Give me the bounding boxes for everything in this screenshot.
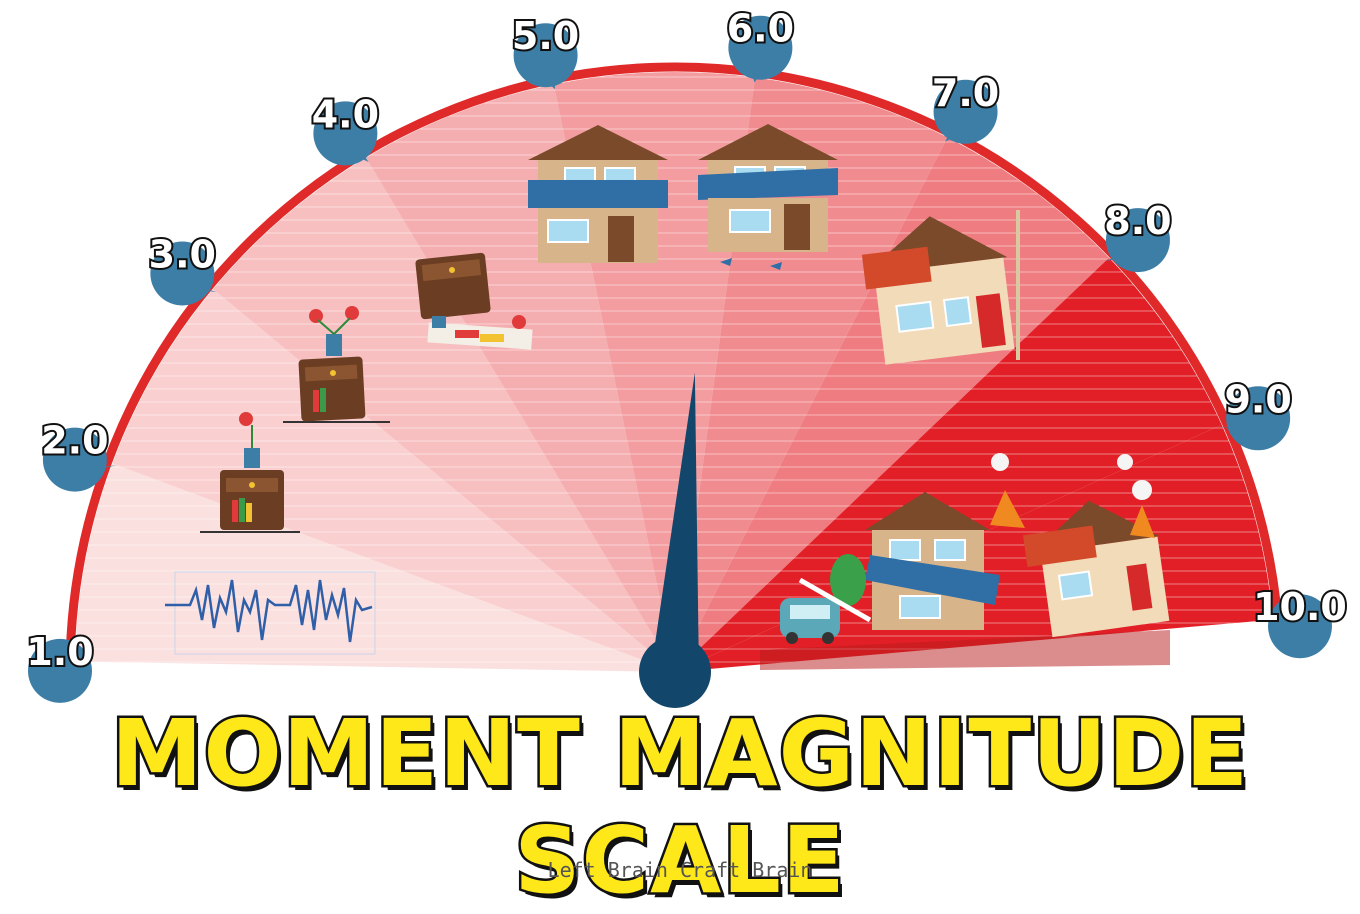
magnitude-label: 6.0 — [725, 5, 796, 83]
magnitude-label: 5.0 — [510, 12, 581, 90]
fallen-nightstand-icon — [415, 252, 533, 350]
magnitude-label: 3.0 — [147, 230, 218, 306]
magnitude-label: 1.0 — [24, 628, 96, 703]
magnitude-label: 8.0 — [1102, 197, 1174, 273]
credit-text: Left Brain Craft Brain — [547, 858, 813, 882]
nightstand-icon — [200, 412, 300, 533]
seismograph-icon — [165, 571, 376, 655]
magnitude-label: 4.0 — [310, 90, 381, 166]
magnitude-label: 9.0 — [1217, 375, 1294, 451]
house-icon — [528, 125, 668, 263]
needle-hub — [639, 636, 711, 708]
label-bubble — [1268, 594, 1332, 659]
magnitude-label-text: 7.0 — [932, 71, 999, 115]
label-bubble — [1226, 386, 1291, 451]
magnitude-label: 7.0 — [930, 69, 1001, 144]
label-bubble — [728, 15, 793, 80]
magnitude-label: 2.0 — [39, 417, 118, 492]
magnitude-label-text: 6.0 — [727, 7, 794, 51]
label-bubble — [150, 241, 215, 306]
gauge-outer-arc — [65, 62, 1283, 666]
magnitude-label: 10.0 — [1251, 583, 1349, 659]
leaning-house-icon — [861, 210, 1020, 365]
shaking-nightstand-icon — [283, 306, 390, 423]
label-bubble — [28, 638, 92, 703]
collapsing-houses-icon — [760, 453, 1170, 670]
damaged-house-icon — [698, 124, 838, 270]
gauge-needle — [651, 372, 699, 674]
label-bubble — [933, 79, 998, 144]
magnitude-label-text: 3.0 — [149, 232, 216, 276]
label-bubble — [42, 427, 107, 492]
label-bubble — [513, 23, 578, 88]
page-title: MOMENT MAGNITUDE SCALE — [108, 698, 1250, 914]
magnitude-label-text: 5.0 — [512, 14, 579, 58]
magnitude-label-text: 9.0 — [1224, 377, 1291, 421]
label-bubble — [1105, 208, 1170, 273]
magnitude-label-text: 1.0 — [26, 630, 93, 674]
label-bubble — [313, 101, 378, 166]
magnitude-label-text: 10.0 — [1253, 585, 1347, 629]
magnitude-labels: 1.0 2.0 3.0 4.0 5.0 6.0 7.0 8.0 9.0 10.0 — [24, 5, 1349, 703]
magnitude-label-text: 2.0 — [41, 419, 108, 463]
magnitude-label-text: 4.0 — [312, 92, 379, 136]
magnitude-label-text: 8.0 — [1104, 199, 1171, 243]
